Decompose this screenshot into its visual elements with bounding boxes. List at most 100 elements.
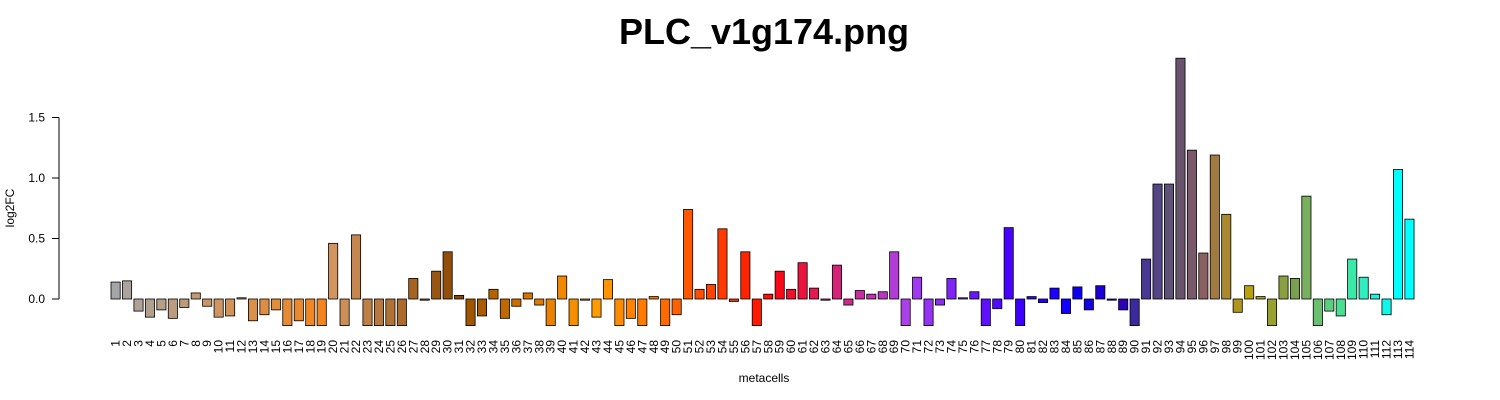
y-tick-label: 1.5 — [28, 111, 45, 125]
bar — [1370, 293, 1381, 300]
bar — [694, 288, 705, 300]
x-tick-label: 107 — [1322, 340, 1336, 360]
y-tick-label: 0.0 — [28, 292, 45, 306]
x-tick-label: 86 — [1082, 340, 1096, 354]
x-tick-label: 65 — [841, 340, 855, 354]
bar — [133, 298, 144, 312]
bar — [373, 298, 384, 327]
bar — [1381, 298, 1392, 316]
x-tick-label: 85 — [1070, 340, 1084, 354]
bar — [465, 298, 476, 327]
x-tick-label: 19 — [315, 340, 329, 354]
bar — [797, 262, 808, 300]
x-tick-label: 37 — [521, 340, 535, 354]
bar — [980, 298, 991, 327]
x-tick-label: 74 — [944, 340, 958, 354]
bar — [763, 293, 774, 300]
bar — [946, 278, 957, 300]
bar — [568, 298, 579, 327]
bar — [1347, 258, 1358, 300]
x-tick-label: 21 — [338, 340, 352, 354]
x-tick-label: 57 — [750, 340, 764, 354]
x-tick-label: 34 — [486, 340, 500, 354]
x-tick-label: 11 — [223, 340, 237, 353]
bar — [1118, 298, 1129, 311]
x-tick-label: 40 — [555, 340, 569, 354]
bar — [179, 298, 190, 308]
x-tick-label: 102 — [1265, 340, 1279, 360]
bar — [774, 270, 785, 300]
bar — [476, 298, 487, 317]
bar — [1083, 298, 1094, 311]
x-tick-label: 89 — [1116, 340, 1130, 354]
bar — [351, 234, 362, 300]
x-tick-label: 98 — [1219, 340, 1233, 354]
bar — [580, 298, 591, 301]
bar — [167, 298, 178, 319]
x-tick-label: 78 — [990, 340, 1004, 354]
bar — [1324, 298, 1335, 312]
x-tick-label: 16 — [280, 340, 294, 354]
bar — [419, 298, 430, 301]
x-tick-label: 39 — [544, 340, 558, 354]
bar — [1221, 213, 1232, 300]
bar — [992, 298, 1003, 310]
x-tick-label: 87 — [1093, 340, 1107, 354]
x-tick-label: 56 — [738, 340, 752, 354]
x-tick-label: 73 — [933, 340, 947, 354]
bar — [923, 298, 934, 327]
x-tick-label: 77 — [979, 340, 993, 354]
y-axis: 0.0 0.5 1.0 1.5 — [28, 111, 60, 306]
x-tick-label: 69 — [887, 340, 901, 354]
bar — [1358, 276, 1369, 300]
x-tick-label: 1 — [109, 340, 123, 347]
bar — [969, 291, 980, 300]
x-tick-label: 31 — [452, 340, 466, 354]
bar — [900, 298, 911, 327]
x-tick-label: 8 — [189, 340, 203, 347]
x-tick-label: 64 — [830, 340, 844, 354]
x-tick-label: 36 — [509, 340, 523, 354]
bar — [602, 279, 613, 300]
x-tick-label: 4 — [143, 340, 157, 347]
x-tick-label: 103 — [1277, 340, 1291, 360]
x-tick-label: 30 — [441, 340, 455, 354]
x-tick-label: 42 — [578, 340, 592, 354]
x-tick-label: 13 — [246, 340, 260, 354]
bar — [809, 287, 820, 300]
x-tick-label: 110 — [1357, 340, 1371, 359]
bar — [534, 298, 545, 306]
bar — [671, 298, 682, 316]
bar — [454, 294, 465, 300]
x-tick-label: 54 — [715, 340, 729, 354]
bar — [270, 298, 281, 311]
x-tick-label: 83 — [1048, 340, 1062, 354]
bar — [786, 288, 797, 300]
x-tick-label: 38 — [532, 340, 546, 354]
x-tick-label: 18 — [303, 340, 317, 354]
x-tick-label: 95 — [1185, 340, 1199, 354]
bar — [1267, 298, 1278, 327]
x-tick-label: 59 — [773, 340, 787, 354]
x-tick-label: 7 — [177, 340, 191, 347]
x-tick-label: 105 — [1299, 340, 1313, 360]
x-tick-label: 100 — [1242, 340, 1256, 360]
bar — [889, 251, 900, 300]
bar — [625, 298, 636, 319]
bar — [442, 251, 453, 300]
bar — [717, 228, 728, 300]
x-tick-label: 81 — [1025, 340, 1039, 354]
x-tick-label: 47 — [635, 340, 649, 354]
x-tick-label: 62 — [807, 340, 821, 354]
bar — [110, 281, 121, 300]
x-tick-label: 44 — [601, 340, 615, 354]
x-tick-label: 17 — [292, 340, 306, 354]
bar — [912, 276, 923, 300]
x-tick-label: 15 — [269, 340, 283, 354]
x-tick-label: 67 — [864, 340, 878, 354]
x-tick-label: 50 — [670, 340, 684, 354]
x-tick-label: 12 — [235, 340, 249, 354]
bar — [706, 284, 717, 300]
bar — [751, 298, 762, 327]
